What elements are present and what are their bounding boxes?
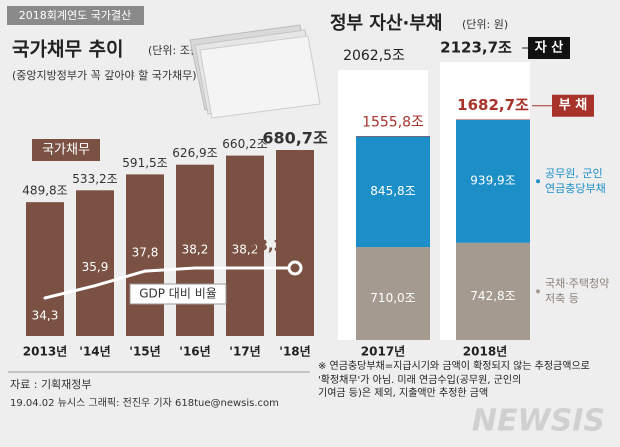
- paper-stack: [189, 24, 321, 119]
- left-subtitle: (중앙지방정부가 꼭 갚아야 할 국가채무): [12, 69, 197, 82]
- ratio-label: 35,9: [82, 260, 109, 274]
- x-tick-label: '18년: [279, 345, 310, 359]
- bar-label: 660,2조: [222, 137, 267, 151]
- ratio-point: [243, 266, 247, 270]
- ratio-point: [93, 284, 97, 288]
- debt-tag: [552, 94, 594, 117]
- legend-label: 공무원, 군인 연금충당부채: [545, 167, 606, 196]
- right-unit: (단위: 원): [462, 18, 508, 31]
- bar: [176, 164, 214, 336]
- right-title: 정부 자산·부채: [330, 13, 442, 34]
- ratio-line: [44, 266, 295, 300]
- watermark: NEWSIS: [472, 404, 605, 439]
- segment: [356, 247, 430, 340]
- segment: [456, 242, 530, 340]
- segment-label: 845,8조: [370, 184, 415, 198]
- legend-box: [32, 139, 100, 161]
- bar-label: 489,8조: [22, 184, 67, 198]
- left-title: 국가채무 추이: [12, 39, 124, 61]
- bar-label: 533,2조: [72, 172, 117, 186]
- debt-label: 1555,8조: [362, 114, 424, 130]
- bar-label: 591,5조: [122, 156, 167, 170]
- x-tick-label: '15년: [129, 345, 160, 359]
- footnote: ※ 연금충당부채=지급시기와 금액이 확정되지 않는 추정금액으로 '확정채무'…: [318, 361, 590, 399]
- ratio-label: 38,2: [232, 243, 259, 257]
- asset-tag: [528, 37, 570, 59]
- segment: [356, 136, 430, 248]
- ratio-point: [43, 296, 47, 300]
- x-tick-label: 2013년: [23, 345, 67, 359]
- bar: [126, 174, 164, 336]
- x-tick-label: '17년: [229, 345, 260, 359]
- ratio-label: 38,2%: [247, 237, 299, 255]
- line-legend-label: GDP 대비 비율: [139, 287, 217, 301]
- credit: 19.04.02 뉴시스 그래픽: 전진우 기자 618tue@newsis.c…: [10, 397, 279, 409]
- header-box: [7, 6, 144, 25]
- line-legend-box: [129, 283, 227, 305]
- ratio-point: [287, 260, 303, 276]
- bar: [226, 155, 264, 336]
- source: 자료 : 기획재정부: [10, 378, 92, 391]
- asset-label: 2062,5조: [343, 48, 405, 64]
- legend-label: 국채·주택청약 저축 등: [545, 277, 610, 306]
- ratio-point: [143, 269, 147, 273]
- asset-label: 2123,7조: [440, 39, 512, 57]
- segment-label: 710,0조: [370, 291, 415, 305]
- segment-label: 939,9조: [470, 174, 515, 188]
- ratio-label: 37,8: [132, 246, 159, 260]
- ratio-point: [193, 266, 197, 270]
- debt-tag-label: 부 채: [559, 98, 587, 113]
- x-tick-label: '14년: [79, 345, 110, 359]
- segment: [456, 119, 530, 243]
- segment-label: 742,8조: [470, 289, 515, 303]
- ratio-label: 38,2: [182, 243, 209, 257]
- left-unit: (단위: 조원): [148, 44, 204, 57]
- x-tick-label: 2018년: [463, 345, 507, 359]
- legend-dot: [536, 289, 540, 294]
- header-tag: 2018회계연도 국가결산: [19, 9, 131, 22]
- debt-label: 1682,7조: [457, 96, 529, 114]
- bar: [276, 150, 314, 336]
- legend-label: 국가채무: [42, 143, 90, 158]
- x-tick-label: '16년: [179, 345, 210, 359]
- bar: [26, 202, 64, 336]
- x-tick-label: 2017년: [361, 345, 405, 359]
- bar-label: 626,9조: [172, 146, 217, 160]
- ratio-label: 34,3: [32, 309, 59, 323]
- bar: [76, 190, 114, 336]
- bar-label: 680,7조: [262, 129, 328, 148]
- asset-tag-label: 자 산: [535, 40, 563, 56]
- legend-dot: [536, 179, 540, 184]
